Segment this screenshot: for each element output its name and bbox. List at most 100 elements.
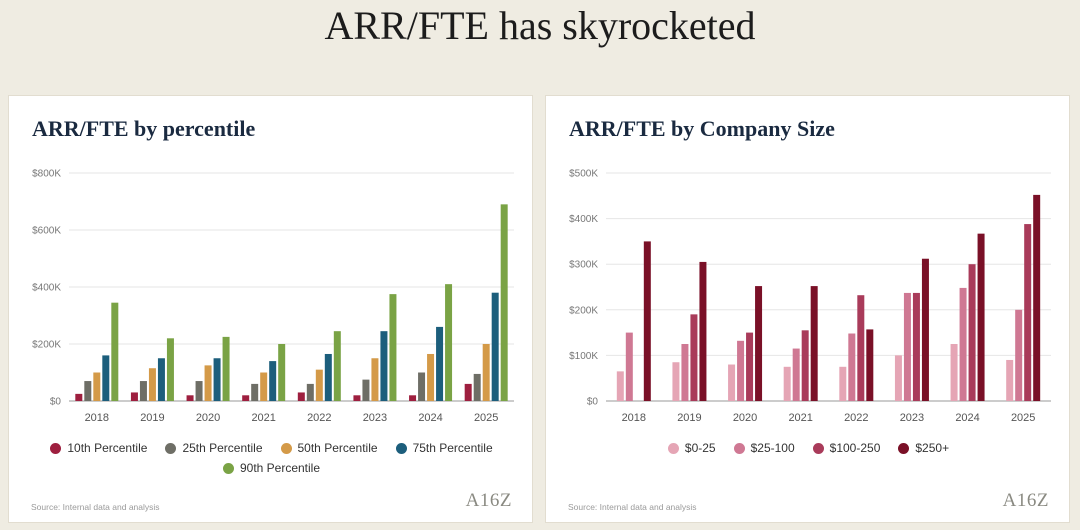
bar <box>801 330 809 401</box>
legend-item: $250+ <box>898 441 949 455</box>
x-tick-label: 2021 <box>788 412 812 424</box>
y-tick-label: $500K <box>569 169 598 180</box>
bar <box>699 261 707 401</box>
x-tick-label: 2023 <box>900 412 924 424</box>
bar <box>242 395 250 401</box>
legend-label: $250+ <box>915 441 950 455</box>
x-tick-label: 2019 <box>140 412 164 424</box>
bar <box>616 371 624 401</box>
legend-item: 10th Percentile <box>50 441 147 455</box>
bar <box>1006 359 1014 401</box>
bar <box>260 372 268 401</box>
bar <box>418 372 426 401</box>
bar <box>810 286 818 401</box>
bar <box>783 366 791 401</box>
bar <box>353 395 361 401</box>
bar <box>912 292 920 401</box>
bar <box>362 379 370 401</box>
bar <box>166 338 174 401</box>
y-tick-label: $200K <box>569 305 598 316</box>
bar <box>950 344 958 401</box>
legend-item: 50th Percentile <box>280 441 378 455</box>
legend-swatch <box>165 442 177 454</box>
legend-item: $25-100 <box>733 441 795 455</box>
bar <box>269 361 277 401</box>
y-tick-label: $300K <box>569 260 598 271</box>
y-tick-label: $400K <box>32 283 61 294</box>
bar <box>755 286 763 401</box>
legend-label: $0-25 <box>684 441 716 455</box>
bar <box>1015 309 1023 401</box>
y-tick-label: $600K <box>32 226 61 237</box>
legend-label: 75th Percentile <box>412 441 493 455</box>
chart-title: ARR/FTE by percentile <box>32 116 256 141</box>
x-tick-label: 2024 <box>955 412 979 424</box>
legend-label: $25-100 <box>750 441 795 455</box>
bar <box>728 364 736 401</box>
bar <box>1024 224 1032 401</box>
x-tick-label: 2022 <box>307 412 331 424</box>
bar <box>792 348 800 401</box>
chart-company-size: $0 $100K $200K $300K $400K $500K 2018 2019 2020 2… <box>569 169 1051 424</box>
x-tick-label: 2020 <box>196 412 220 424</box>
bar <box>959 287 967 401</box>
x-tick-label: 2018 <box>622 412 646 424</box>
bar <box>251 383 259 401</box>
legend-label: 10th Percentile <box>67 441 148 455</box>
bar <box>409 395 417 401</box>
a16z-logo: A16Z <box>1002 490 1049 511</box>
legend-item: 90th Percentile <box>19 461 524 475</box>
bar <box>464 383 472 401</box>
legend-label: 25th Percentile <box>182 441 263 455</box>
bar <box>681 344 689 401</box>
source-note: Source: Internal data and analysis <box>568 502 697 512</box>
page-title: ARR/FTE has skyrocketed <box>324 3 756 48</box>
bar <box>111 302 119 401</box>
y-tick-label: $200K <box>32 340 61 351</box>
legend-swatch <box>898 442 910 454</box>
chart-legend: $0-25 $25-100 $100-250 $250+ <box>556 441 1061 455</box>
x-tick-label: 2018 <box>85 412 109 424</box>
bar <box>968 264 976 401</box>
bar <box>315 369 323 401</box>
bar <box>102 355 110 401</box>
y-tick-label: $400K <box>569 214 598 225</box>
bar <box>625 332 633 401</box>
bar <box>848 333 856 401</box>
bar <box>93 372 101 401</box>
bar <box>75 393 83 401</box>
bar <box>278 344 286 401</box>
x-tick-label: 2024 <box>418 412 442 424</box>
x-tick-label: 2025 <box>474 412 498 424</box>
bar <box>746 332 754 401</box>
x-tick-label: 2020 <box>733 412 757 424</box>
bar <box>672 362 680 401</box>
bar <box>84 381 92 401</box>
bar <box>204 365 212 401</box>
legend-swatch <box>667 442 679 454</box>
x-tick-label: 2023 <box>363 412 387 424</box>
bar <box>213 358 221 401</box>
legend-item: $0-25 <box>667 441 716 455</box>
x-tick-label: 2021 <box>251 412 275 424</box>
bar <box>139 381 147 401</box>
legend-swatch <box>50 442 62 454</box>
bar <box>306 383 314 401</box>
bar <box>380 331 388 401</box>
bar <box>148 368 156 401</box>
bar <box>371 358 379 401</box>
chart-legend: 10th Percentile 25th Percentile 50th Perce… <box>19 441 524 475</box>
bar <box>427 353 435 401</box>
bar <box>977 233 985 401</box>
bar <box>500 204 508 401</box>
x-tick-label: 2022 <box>844 412 868 424</box>
legend-swatch <box>395 442 407 454</box>
y-tick-label: $100K <box>569 351 598 362</box>
bar <box>389 294 397 401</box>
bar <box>482 344 490 401</box>
bar <box>737 340 745 401</box>
legend-swatch <box>733 442 745 454</box>
bar <box>130 392 138 401</box>
legend-item: 25th Percentile <box>165 441 263 455</box>
legend-item: 75th Percentile <box>395 441 493 455</box>
